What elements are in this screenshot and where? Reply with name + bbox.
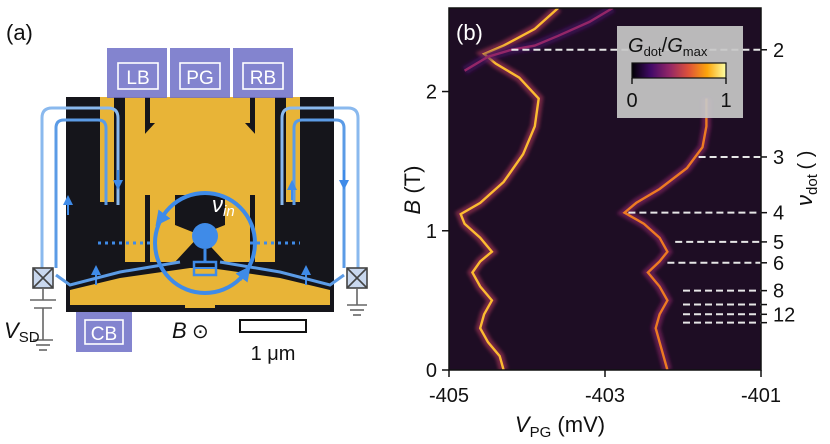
field-out-of-plane-icon: ⊙ <box>192 321 209 343</box>
x-tick-label: -403 <box>585 385 625 407</box>
gate-lb: LB <box>107 48 167 98</box>
svg-text:RB: RB <box>250 68 276 89</box>
vsd-label: VSD <box>4 318 40 346</box>
right-tick-label: 5 <box>773 232 784 254</box>
right-tick-label: 12 <box>773 304 795 326</box>
edge-channels-right <box>280 106 360 285</box>
contact-right <box>346 267 368 316</box>
scalebar <box>239 319 307 333</box>
right-tick-label: 8 <box>773 281 784 303</box>
trace-1 <box>622 98 708 370</box>
x-tick-label: -405 <box>429 385 469 407</box>
colorbar-inset: Gdot/Gmax 0 1 <box>617 26 743 118</box>
y-tick-label: 1 <box>426 221 437 243</box>
right-axis-label: νdot <box>792 173 821 206</box>
right-tick-label: 4 <box>773 203 784 225</box>
gate-rb: RB <box>233 48 293 98</box>
x-axis-label: VPG (mV) <box>515 412 605 441</box>
colorbar-gradient <box>631 62 727 79</box>
panel-a: (a) LB PG RB <box>4 20 368 365</box>
right-tick-label: 2 <box>773 40 784 62</box>
gate-cb: CB <box>76 312 132 352</box>
panel-b-label: (b) <box>456 20 483 45</box>
gate-pg: PG <box>170 48 230 98</box>
contact-left <box>30 267 56 351</box>
edge-channels-left <box>40 106 123 285</box>
y-tick-label: 0 <box>426 360 437 382</box>
svg-text:CB: CB <box>91 324 117 345</box>
panel-a-label: (a) <box>6 20 33 45</box>
x-tick-label: -401 <box>741 385 781 407</box>
axes: -405 -403 -401 0 1 2 <box>426 82 781 407</box>
svg-text:PG: PG <box>186 68 213 89</box>
right-tick-label: 3 <box>773 147 784 169</box>
colorbar-min: 0 <box>626 90 637 112</box>
nu-in-label: νin <box>212 192 235 220</box>
edge-channel-bottom-left <box>55 260 181 287</box>
right-tick-label: 6 <box>773 253 784 275</box>
trace-2 <box>463 8 614 72</box>
right-axis-paren: ( ) <box>795 151 817 170</box>
colorbar-title: Gdot/Gmax <box>628 35 708 59</box>
y-axis-label: B (T) <box>400 166 425 215</box>
gold-electrodes <box>70 97 330 308</box>
quantum-dot-loop: νin <box>153 191 257 295</box>
svg-text:LB: LB <box>126 68 149 89</box>
colorbar-max: 1 <box>720 90 731 112</box>
trace-0 <box>459 8 559 370</box>
scalebar-label: 1 μm <box>251 343 296 365</box>
y-tick-label: 2 <box>426 82 437 104</box>
heatmap-traces <box>455 8 711 370</box>
field-label: B <box>172 318 187 343</box>
